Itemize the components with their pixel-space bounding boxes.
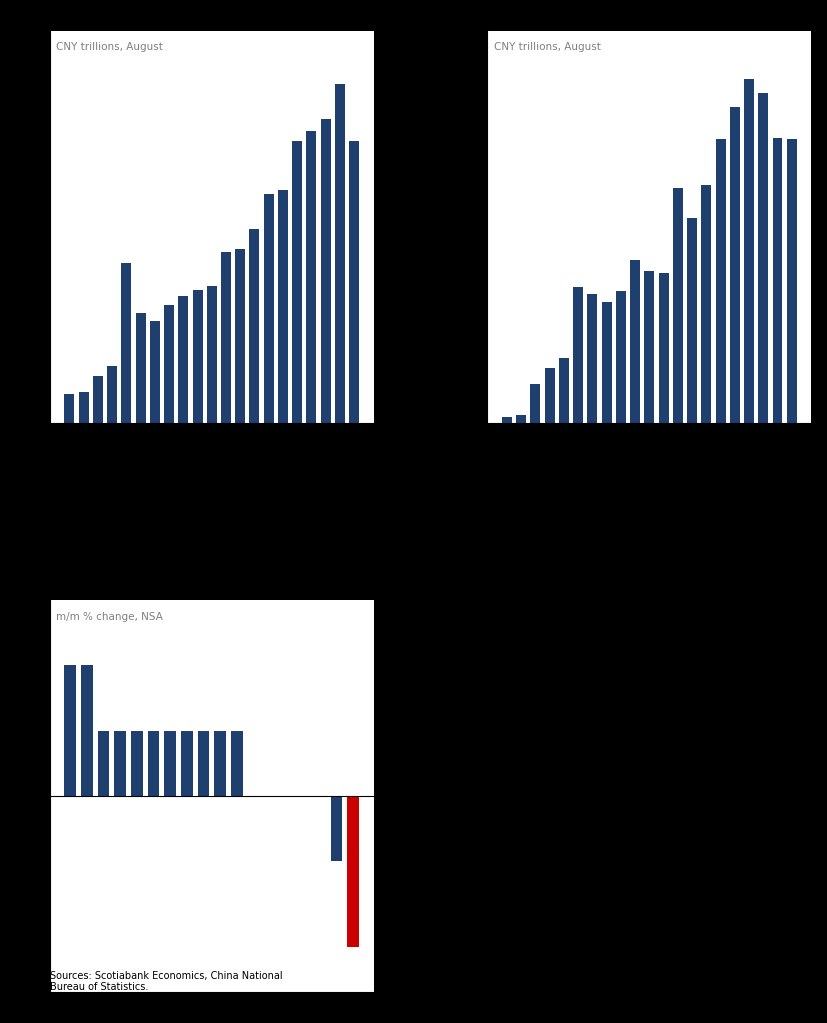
Bar: [629, 260, 639, 424]
Bar: [349, 140, 359, 424]
Bar: [758, 93, 767, 424]
Bar: [150, 321, 160, 424]
Bar: [657, 273, 667, 424]
Title: China's Year-to-Date New Yuan Loans: China's Year-to-Date New Yuan Loans: [65, 8, 359, 23]
Bar: [743, 79, 753, 424]
Bar: [786, 139, 796, 424]
Bar: [221, 253, 231, 424]
Bar: [334, 84, 345, 424]
Bar: [263, 193, 274, 424]
Text: CNY trillions, August: CNY trillions, August: [56, 43, 163, 52]
Bar: [544, 368, 554, 424]
Bar: [615, 292, 625, 424]
Bar: [198, 730, 209, 796]
Bar: [643, 271, 653, 424]
Bar: [572, 287, 582, 424]
Bar: [131, 730, 142, 796]
Bar: [292, 140, 302, 424]
Bar: [320, 119, 330, 424]
Bar: [672, 187, 682, 424]
Bar: [278, 189, 288, 424]
Title: China's Year-to-Date
Aggregate Financing: China's Year-to-Date Aggregate Financing: [567, 0, 730, 23]
Bar: [136, 313, 146, 424]
Bar: [181, 730, 193, 796]
Bar: [235, 249, 245, 424]
Bar: [79, 392, 88, 424]
Bar: [530, 384, 540, 424]
Text: m/m % change, NSA: m/m % change, NSA: [56, 612, 163, 622]
Bar: [686, 218, 696, 424]
Bar: [231, 730, 242, 796]
Bar: [558, 358, 568, 424]
Bar: [207, 285, 217, 424]
Bar: [65, 394, 74, 424]
Bar: [515, 415, 526, 424]
Bar: [107, 366, 117, 424]
Bar: [700, 185, 710, 424]
Bar: [93, 376, 103, 424]
Title: Comparing Core China CPI for
All Months of August: Comparing Core China CPI for All Months …: [95, 562, 327, 591]
Bar: [164, 730, 176, 796]
Bar: [772, 138, 782, 424]
Bar: [729, 106, 739, 424]
Bar: [164, 306, 174, 424]
Bar: [98, 730, 109, 796]
Bar: [601, 302, 611, 424]
Text: Sources: Scotiabank Economics, China National
Bureau of Statistics.: Sources: Scotiabank Economics, China Nat…: [50, 971, 282, 992]
Bar: [122, 263, 131, 424]
Bar: [147, 730, 159, 796]
Bar: [586, 294, 597, 424]
Bar: [178, 296, 188, 424]
Text: CNY trillions, August: CNY trillions, August: [493, 43, 600, 52]
Text: Sources: Scotiabank Economics, Bloomberg.: Sources: Scotiabank Economics, Bloomberg…: [430, 506, 647, 517]
Bar: [715, 139, 724, 424]
Bar: [214, 730, 226, 796]
Bar: [193, 290, 203, 424]
Bar: [347, 796, 359, 946]
Text: Sources: Scotiabank Economics, Bloomberg.: Sources: Scotiabank Economics, Bloomberg…: [50, 506, 266, 517]
Bar: [65, 665, 76, 796]
Bar: [249, 229, 259, 424]
Bar: [306, 131, 316, 424]
Bar: [331, 796, 342, 861]
Bar: [81, 665, 93, 796]
Bar: [114, 730, 126, 796]
Bar: [501, 416, 511, 424]
